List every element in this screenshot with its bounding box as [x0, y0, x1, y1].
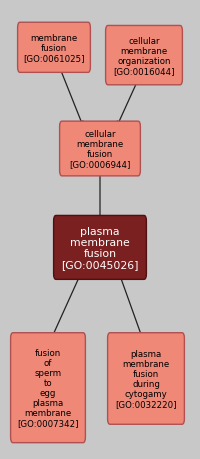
Text: cellular
membrane
organization
[GO:0016044]: cellular membrane organization [GO:00160…: [113, 36, 175, 76]
Text: plasma
membrane
fusion
[GO:0045026]: plasma membrane fusion [GO:0045026]: [61, 226, 139, 269]
FancyBboxPatch shape: [60, 122, 140, 176]
FancyBboxPatch shape: [18, 23, 90, 73]
FancyBboxPatch shape: [11, 333, 85, 442]
Text: plasma
membrane
fusion
during
cytogamy
[GO:0032220]: plasma membrane fusion during cytogamy […: [115, 349, 177, 408]
Text: fusion
of
sperm
to
egg
plasma
membrane
[GO:0007342]: fusion of sperm to egg plasma membrane […: [17, 348, 79, 427]
Text: membrane
fusion
[GO:0061025]: membrane fusion [GO:0061025]: [23, 34, 85, 63]
FancyBboxPatch shape: [108, 333, 184, 424]
Text: cellular
membrane
fusion
[GO:0006944]: cellular membrane fusion [GO:0006944]: [69, 129, 131, 169]
FancyBboxPatch shape: [54, 216, 146, 280]
FancyBboxPatch shape: [106, 26, 182, 85]
